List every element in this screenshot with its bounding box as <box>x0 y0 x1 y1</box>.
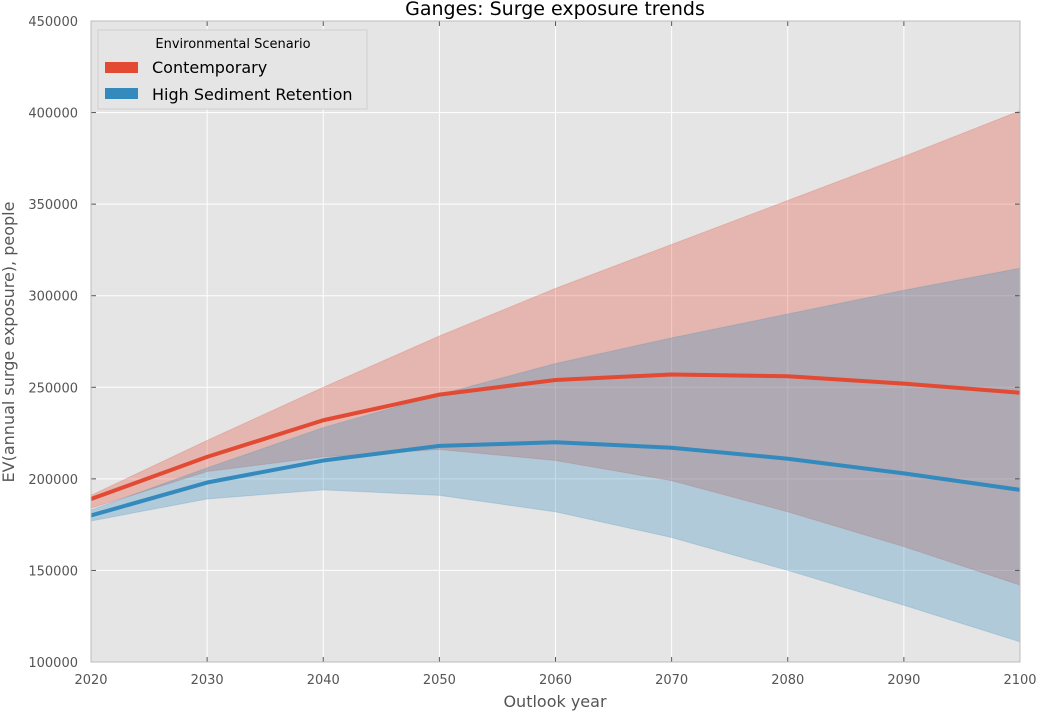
legend: Environmental Scenario Contemporary High… <box>97 29 368 110</box>
x-tick-label: 2080 <box>771 673 804 688</box>
y-tick-label: 200000 <box>28 473 78 488</box>
line-high-sediment-retention <box>90 440 1021 518</box>
chart-title: Ganges: Surge exposure trends <box>405 0 705 20</box>
x-axis-label: Outlook year <box>503 692 607 711</box>
y-axis-label: EV(annual surge exposure), people <box>0 202 18 483</box>
y-tick-label: 100000 <box>28 656 78 671</box>
y-tick-label: 300000 <box>28 290 78 305</box>
x-tick-label: 2060 <box>539 673 572 688</box>
x-tick-label: 2090 <box>887 673 920 688</box>
legend-box <box>97 29 368 110</box>
y-tick-label: 450000 <box>28 15 78 30</box>
legend-label-contemporary: Contemporary <box>152 58 267 77</box>
x-tick-label: 2050 <box>423 673 456 688</box>
legend-label-high-sediment-retention: High Sediment Retention <box>152 85 353 104</box>
x-tick-labels: 2020 2030 2040 2050 2060 2070 2080 2090 2100 <box>74 673 1036 688</box>
x-tick-label: 2040 <box>307 673 340 688</box>
series-lines <box>90 372 1021 518</box>
legend-swatch-high-sediment-retention <box>105 88 138 99</box>
y-tick-label: 150000 <box>28 564 78 579</box>
legend-swatch-contemporary <box>105 62 138 73</box>
x-tick-label: 2100 <box>1003 673 1036 688</box>
x-tick-label: 2070 <box>655 673 688 688</box>
y-tick-label: 350000 <box>28 198 78 213</box>
legend-title: Environmental Scenario <box>155 37 310 52</box>
y-tick-label: 400000 <box>28 107 78 122</box>
x-tick-label: 2030 <box>191 673 224 688</box>
y-tick-label: 250000 <box>28 381 78 396</box>
line-contemporary <box>90 372 1021 501</box>
x-tick-label: 2020 <box>74 673 107 688</box>
y-tick-labels: 100000 150000 200000 250000 300000 350000 4000… <box>28 15 78 671</box>
plot-frame <box>90 20 1021 663</box>
